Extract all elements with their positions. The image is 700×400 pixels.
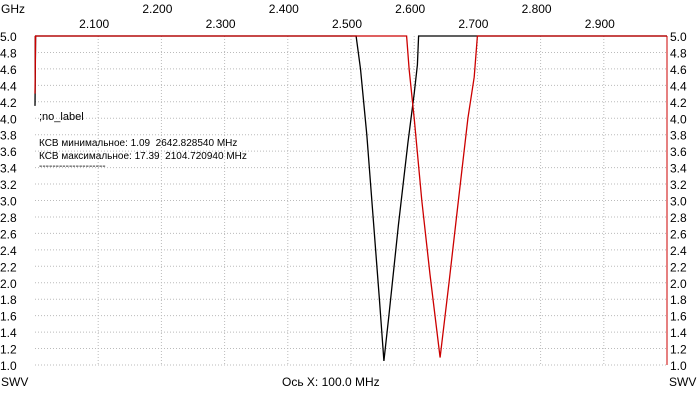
series-line-1 bbox=[34, 35, 667, 361]
y-tick-label-left: 2.2 bbox=[0, 260, 17, 274]
y-tick-label-left: 2.6 bbox=[0, 227, 17, 241]
y-tick-label-right: 2.6 bbox=[670, 227, 687, 241]
series-group bbox=[34, 35, 667, 361]
x-tick-label: 2.500 bbox=[332, 17, 362, 31]
x-tick-label: 2.600 bbox=[395, 2, 425, 16]
x-tick-label: 2.900 bbox=[585, 17, 615, 31]
y-tick-label-left: 4.6 bbox=[0, 63, 17, 77]
x-tick-label: 2.100 bbox=[79, 17, 109, 31]
y-tick-label-left: 3.4 bbox=[0, 162, 17, 176]
y-tick-label-right: 4.2 bbox=[670, 96, 687, 110]
x-tick-label: 2.200 bbox=[142, 2, 172, 16]
separator-line: -------------------- bbox=[39, 161, 106, 172]
y-tick-label-right: 3.4 bbox=[670, 162, 687, 176]
y-tick-label-left: 1.2 bbox=[0, 343, 17, 357]
y-tick-label-left: 3.2 bbox=[0, 178, 17, 192]
y-tick-label-right: 5.0 bbox=[670, 30, 687, 44]
y-tick-label-right: 4.6 bbox=[670, 63, 687, 77]
y-tick-label-left: 2.8 bbox=[0, 211, 17, 225]
y-tick-label-right: 4.4 bbox=[670, 79, 687, 93]
y-tick-label-left: 4.8 bbox=[0, 46, 17, 60]
x-unit-label: GHz bbox=[1, 2, 25, 16]
y-tick-label-left: 1.6 bbox=[0, 310, 17, 324]
y-tick-label-right: 2.0 bbox=[670, 277, 687, 291]
y-tick-label-right: 4.8 bbox=[670, 46, 687, 60]
y-axis-label-left: SWV bbox=[1, 375, 28, 389]
series-line-2 bbox=[34, 35, 667, 358]
y-tick-label-left: 2.4 bbox=[0, 244, 17, 258]
y-tick-label-right: 3.6 bbox=[670, 145, 687, 159]
x-axis-caption: Ось X: 100.0 MHz bbox=[282, 375, 380, 389]
y-tick-label-right: 1.4 bbox=[670, 326, 687, 340]
y-tick-label-right: 2.8 bbox=[670, 211, 687, 225]
y-tick-label-left: 2.0 bbox=[0, 277, 17, 291]
y-tick-label-right: 3.0 bbox=[670, 195, 687, 209]
y-tick-label-left: 4.2 bbox=[0, 96, 17, 110]
y-tick-label-left: 4.4 bbox=[0, 79, 17, 93]
y-tick-label-left: 5.0 bbox=[0, 30, 17, 44]
swr-max-readout: КСВ максимальное: 17.39 2104.720940 MHz bbox=[39, 151, 247, 162]
y-tick-label-right: 1.2 bbox=[670, 343, 687, 357]
y-tick-label-left: 1.0 bbox=[0, 359, 17, 373]
y-axis-label-right: SWV bbox=[669, 375, 696, 389]
y-tick-label-right: 1.0 bbox=[670, 359, 687, 373]
tick-labels: 2.100 2.200 2.300 2.400 2.500 2.600 2.700 2.800… bbox=[0, 2, 687, 373]
y-tick-label-left: 1.8 bbox=[0, 293, 17, 307]
grid bbox=[34, 36, 668, 366]
trace-label: ;no_label bbox=[39, 111, 84, 123]
y-tick-label-right: 1.6 bbox=[670, 310, 687, 324]
y-tick-label-right: 3.2 bbox=[670, 178, 687, 192]
y-tick-label-left: 3.8 bbox=[0, 129, 17, 143]
x-tick-label: 2.300 bbox=[206, 17, 236, 31]
y-tick-label-left: 4.0 bbox=[0, 112, 17, 126]
y-tick-label-right: 1.8 bbox=[670, 293, 687, 307]
y-tick-label-left: 3.6 bbox=[0, 145, 17, 159]
y-tick-label-left: 1.4 bbox=[0, 326, 17, 340]
y-tick-label-right: 2.2 bbox=[670, 260, 687, 274]
y-tick-label-left: 3.0 bbox=[0, 195, 17, 209]
swr-min-readout: КСВ минимальное: 1.09 2642.828540 MHz bbox=[39, 138, 238, 149]
y-tick-label-right: 4.0 bbox=[670, 112, 687, 126]
x-tick-label: 2.700 bbox=[458, 17, 488, 31]
y-tick-label-right: 3.8 bbox=[670, 129, 687, 143]
y-tick-label-right: 2.4 bbox=[670, 244, 687, 258]
x-tick-label: 2.400 bbox=[269, 2, 299, 16]
x-tick-label: 2.800 bbox=[522, 2, 552, 16]
